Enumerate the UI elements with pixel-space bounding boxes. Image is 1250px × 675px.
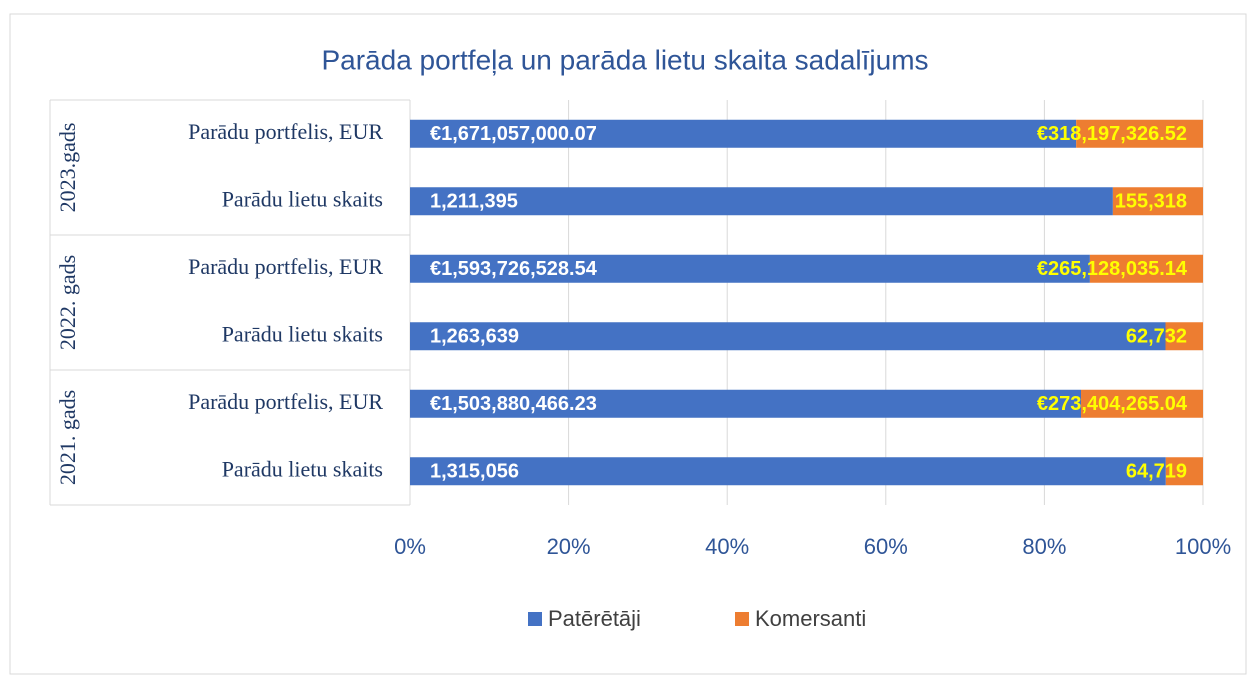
data-label: €273,404,265.04 <box>1037 393 1188 415</box>
x-tick-label: 20% <box>547 534 591 559</box>
group-label: 2023.gads <box>55 123 80 213</box>
bar-segment <box>1165 322 1203 351</box>
y-tick-label: Parādu lietu skaits <box>222 186 383 211</box>
data-label: 1,263,639 <box>430 326 519 348</box>
y-tick-label: Parādu portfelis, EUR <box>188 389 383 414</box>
legend-swatch <box>528 612 542 626</box>
bar-segment <box>1081 389 1203 418</box>
data-label: 155,318 <box>1115 191 1187 213</box>
x-tick-label: 0% <box>394 534 426 559</box>
data-label: 1,211,395 <box>430 191 518 213</box>
y-tick-label: Parādu portfelis, EUR <box>188 254 383 279</box>
x-tick-label: 80% <box>1022 534 1066 559</box>
y-tick-label: Parādu lietu skaits <box>222 456 383 481</box>
bar-segment <box>410 322 1166 351</box>
bar-segment <box>410 254 1090 283</box>
data-label: 1,315,056 <box>430 461 519 483</box>
data-label: 64,719 <box>1126 461 1187 483</box>
group-label: 2021. gads <box>55 390 80 485</box>
bar-segment <box>1112 187 1203 216</box>
data-label: €318,197,326.52 <box>1037 123 1187 145</box>
legend-swatch <box>735 612 749 626</box>
data-label: €1,503,880,466.23 <box>430 393 597 415</box>
data-label: €265,128,035.14 <box>1037 258 1188 280</box>
bar-segment <box>410 389 1082 418</box>
x-tick-label: 100% <box>1175 534 1231 559</box>
bar-segment <box>1076 119 1203 148</box>
bar-segment <box>410 119 1077 148</box>
group-label: 2022. gads <box>55 255 80 350</box>
chart-title: Parāda portfeļa un parāda lietu skaita s… <box>321 44 928 75</box>
x-tick-label: 40% <box>705 534 749 559</box>
bar-segment <box>410 457 1166 486</box>
data-label: 62,732 <box>1126 326 1187 348</box>
bar-segment <box>410 187 1113 216</box>
y-tick-label: Parādu portfelis, EUR <box>188 119 383 144</box>
data-label: €1,671,057,000.07 <box>430 123 597 145</box>
y-tick-label: Parādu lietu skaits <box>222 321 383 346</box>
bar-segment <box>1089 254 1203 283</box>
legend-label: Komersanti <box>755 606 866 631</box>
x-tick-label: 60% <box>864 534 908 559</box>
legend-label: Patērētāji <box>548 606 641 631</box>
bar-segment <box>1165 457 1203 486</box>
data-label: €1,593,726,528.54 <box>430 258 598 280</box>
